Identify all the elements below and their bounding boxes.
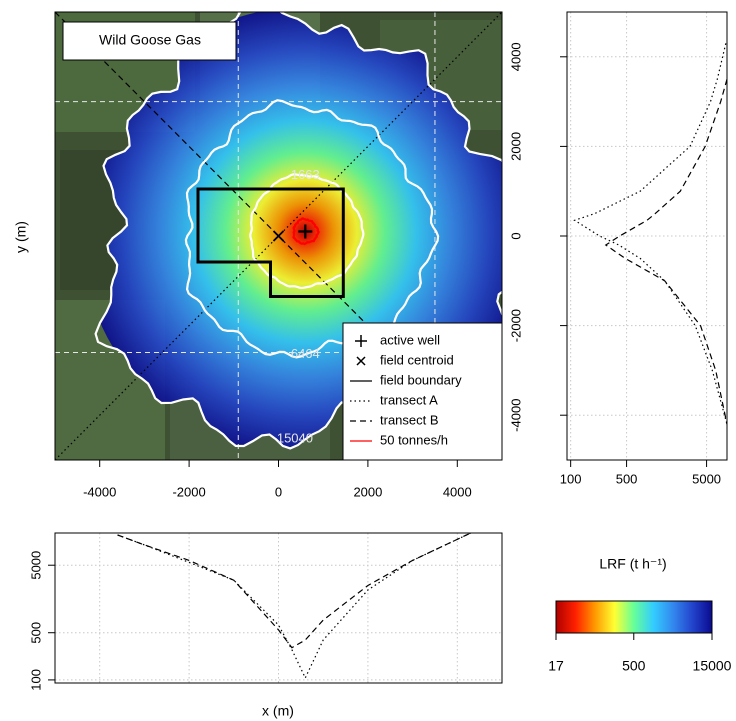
y-tick-label: -4000 — [508, 399, 523, 432]
x-tick-label: 2000 — [353, 484, 382, 499]
legend-label: field boundary — [380, 372, 462, 387]
chart-title: Wild Goose Gas — [99, 32, 201, 48]
x-tick-label: 500 — [616, 471, 638, 486]
contour-line — [292, 217, 320, 246]
field-centroid — [272, 230, 285, 242]
y-tick-label: 5000 — [28, 551, 43, 580]
x-tick-label: 0 — [275, 484, 282, 499]
panel-frame — [566, 11, 728, 461]
y-tick-label: 0 — [508, 232, 523, 239]
colorbar-tick-label: 17 — [548, 658, 564, 674]
profile-line — [573, 43, 727, 425]
profile-line — [604, 79, 727, 425]
contour-label: 1663 — [291, 167, 320, 182]
x-axis-label: x (m) — [262, 703, 294, 719]
x-tick-label: 5000 — [692, 471, 721, 486]
contour-line — [249, 173, 365, 290]
y-axis-label: y (m) — [13, 221, 29, 253]
field-boundary — [196, 187, 345, 298]
panel-frame — [54, 532, 503, 684]
y-tick-label: 100 — [28, 669, 43, 691]
colorbar — [555, 600, 713, 634]
y-tick-label: 4000 — [508, 42, 523, 71]
contour-label: 15040 — [277, 431, 313, 446]
active-well — [298, 224, 313, 239]
colorbar-title: LRF (t h⁻¹) — [599, 556, 666, 572]
profile-line — [117, 533, 471, 649]
x-tick-label: 100 — [560, 471, 582, 486]
contour-label: 6464 — [291, 346, 320, 361]
legend-label: field centroid — [380, 352, 454, 367]
x-tick-label: 4000 — [443, 484, 472, 499]
profile-line — [117, 533, 471, 680]
x-tick-label: -2000 — [172, 484, 205, 499]
legend-label: active well — [380, 332, 440, 347]
colorbar-tick-label: 15000 — [693, 658, 732, 674]
legend-label: 50 tonnes/h — [380, 432, 448, 447]
legend-symbol — [355, 335, 367, 347]
y-tick-label: 2000 — [508, 132, 523, 161]
y-tick-label: 500 — [28, 622, 43, 644]
title-box — [62, 21, 237, 61]
legend-box — [342, 322, 503, 461]
transect-line — [55, 12, 502, 460]
legend-symbol — [356, 356, 366, 366]
map-frame — [54, 11, 503, 461]
colorbar-tick-label: 500 — [622, 658, 646, 674]
legend-label: transect B — [380, 412, 439, 427]
x-tick-label: -4000 — [83, 484, 116, 499]
y-tick-label: -2000 — [508, 309, 523, 342]
legend-label: transect A — [380, 392, 438, 407]
